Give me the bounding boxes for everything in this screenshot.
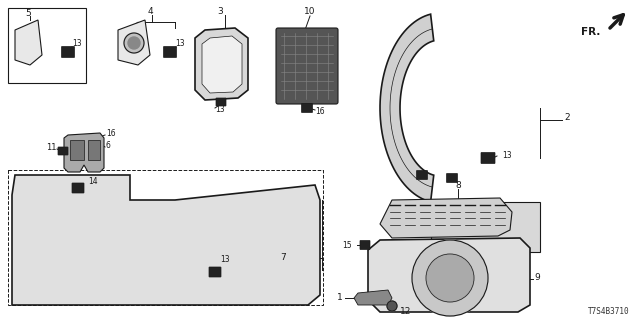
Text: T7S4B3710: T7S4B3710 xyxy=(588,307,630,316)
FancyBboxPatch shape xyxy=(276,28,338,104)
Text: 13: 13 xyxy=(72,39,82,49)
Polygon shape xyxy=(12,175,320,305)
Text: 13: 13 xyxy=(215,106,225,115)
FancyBboxPatch shape xyxy=(360,241,370,250)
Text: 11: 11 xyxy=(47,143,57,153)
FancyBboxPatch shape xyxy=(447,173,458,182)
Text: 7: 7 xyxy=(280,253,285,262)
Text: 2: 2 xyxy=(564,114,570,123)
FancyBboxPatch shape xyxy=(209,267,221,277)
FancyBboxPatch shape xyxy=(216,98,226,106)
Text: 4: 4 xyxy=(148,7,154,17)
Text: 12: 12 xyxy=(400,308,412,316)
Bar xyxy=(8,8,86,83)
Circle shape xyxy=(426,254,474,302)
Polygon shape xyxy=(380,14,434,202)
FancyBboxPatch shape xyxy=(417,171,428,180)
Polygon shape xyxy=(368,238,530,312)
Text: 5: 5 xyxy=(25,10,31,19)
Polygon shape xyxy=(431,202,540,252)
Bar xyxy=(88,140,100,160)
Text: 6: 6 xyxy=(106,141,111,150)
FancyBboxPatch shape xyxy=(61,46,74,58)
FancyBboxPatch shape xyxy=(58,147,68,155)
Bar xyxy=(70,140,84,160)
Text: 16: 16 xyxy=(106,130,116,139)
FancyBboxPatch shape xyxy=(72,183,84,193)
Text: 14: 14 xyxy=(88,178,98,187)
Polygon shape xyxy=(118,20,150,65)
Polygon shape xyxy=(64,133,104,172)
Circle shape xyxy=(412,240,488,316)
Text: 10: 10 xyxy=(304,7,316,17)
Text: 9: 9 xyxy=(534,274,540,283)
Text: 13: 13 xyxy=(175,39,184,49)
FancyBboxPatch shape xyxy=(301,103,312,113)
Polygon shape xyxy=(15,20,42,65)
Text: 13: 13 xyxy=(220,255,230,265)
Text: 15: 15 xyxy=(342,241,352,250)
Text: 3: 3 xyxy=(218,7,227,17)
Circle shape xyxy=(128,37,140,49)
FancyBboxPatch shape xyxy=(481,153,495,164)
Polygon shape xyxy=(354,290,392,305)
Text: 1: 1 xyxy=(337,293,343,302)
Polygon shape xyxy=(195,28,248,100)
Text: FR.: FR. xyxy=(580,27,600,37)
Circle shape xyxy=(124,33,144,53)
Circle shape xyxy=(387,301,397,311)
Text: 8: 8 xyxy=(455,180,461,189)
Polygon shape xyxy=(380,198,512,238)
Bar xyxy=(8,170,323,305)
FancyBboxPatch shape xyxy=(163,46,177,58)
Polygon shape xyxy=(202,36,242,93)
Text: 16: 16 xyxy=(315,108,324,116)
Text: 13: 13 xyxy=(502,150,511,159)
